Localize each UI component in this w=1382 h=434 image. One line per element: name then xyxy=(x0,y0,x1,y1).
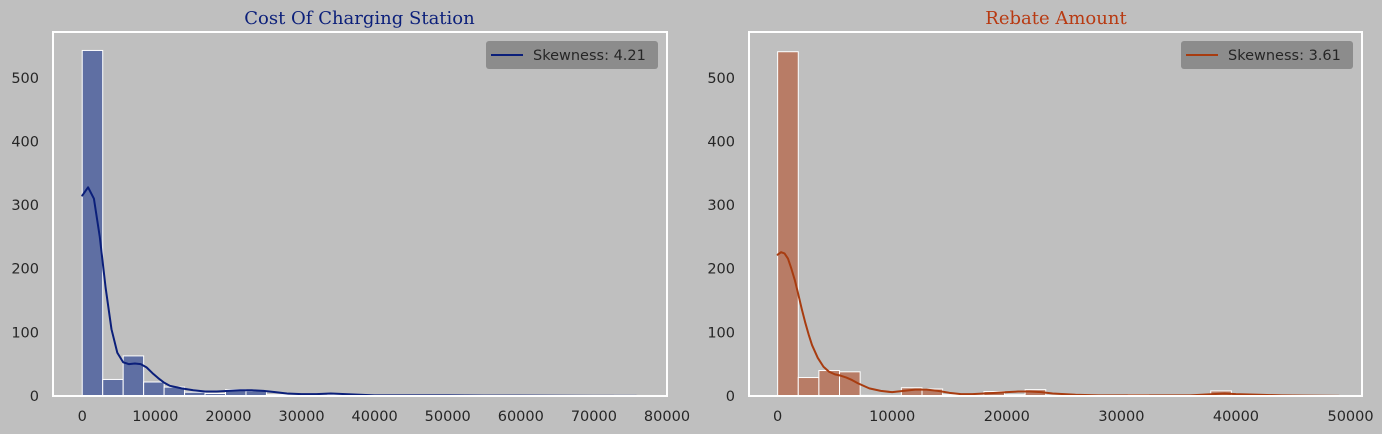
x-tick-label: 80000 xyxy=(644,409,690,425)
histogram-bars xyxy=(777,51,1232,397)
plot-area: 0 10000 20000 30000 40000 50000 0 100 200 300 400 5… xyxy=(707,31,1374,425)
axes-frame xyxy=(52,31,668,397)
x-tick-label: 50000 xyxy=(425,409,471,425)
legend: Skewness: 4.21 xyxy=(486,41,658,69)
histogram-bar xyxy=(122,355,145,397)
y-tick-labels: 0 100 200 300 400 500 xyxy=(707,71,735,405)
y-tick-label: 100 xyxy=(11,325,39,341)
x-tick-label: 20000 xyxy=(984,409,1030,425)
histogram-bar xyxy=(777,51,799,397)
y-tick-label: 400 xyxy=(11,134,39,150)
y-tick-label: 500 xyxy=(11,71,39,87)
chart-cost-of-charging-station: Cost Of Charging Station 0 10000 20000 3000… xyxy=(11,8,690,425)
x-tick-label: 10000 xyxy=(132,409,178,425)
histogram-bars xyxy=(81,49,636,397)
axes-frame xyxy=(748,31,1363,397)
y-tick-label: 0 xyxy=(726,389,735,405)
x-tick-label: 70000 xyxy=(571,409,617,425)
x-tick-label: 0 xyxy=(78,409,87,425)
y-tick-label: 100 xyxy=(707,325,735,341)
x-tick-label: 50000 xyxy=(1327,409,1373,425)
x-tick-label: 40000 xyxy=(352,409,398,425)
x-tick-label: 40000 xyxy=(1213,409,1259,425)
legend-box xyxy=(1181,41,1353,69)
x-tick-label: 10000 xyxy=(869,409,915,425)
y-tick-labels: 0 100 200 300 400 500 xyxy=(11,71,39,405)
y-tick-label: 300 xyxy=(707,198,735,214)
chart-title: Cost Of Charging Station xyxy=(244,8,475,29)
x-tick-label: 30000 xyxy=(278,409,324,425)
legend-label: Skewness: 3.61 xyxy=(1228,48,1341,64)
histogram-bar xyxy=(797,377,820,397)
y-tick-label: 400 xyxy=(707,134,735,150)
y-tick-label: 200 xyxy=(707,262,735,278)
x-tick-labels: 0 10000 20000 30000 40000 50000 xyxy=(773,409,1374,425)
x-tick-label: 20000 xyxy=(205,409,251,425)
histogram-bar xyxy=(81,49,104,397)
plot-area: 0 10000 20000 30000 40000 50000 60000 70000 8000… xyxy=(11,31,690,425)
x-tick-label: 30000 xyxy=(1098,409,1144,425)
x-tick-labels: 0 10000 20000 30000 40000 50000 60000 70000 8000… xyxy=(78,409,690,425)
kde-line xyxy=(81,186,639,397)
legend-label: Skewness: 4.21 xyxy=(533,48,646,64)
legend: Skewness: 3.61 xyxy=(1181,41,1353,69)
x-tick-label: 60000 xyxy=(498,409,544,425)
legend-box xyxy=(486,41,658,69)
histogram-bar xyxy=(102,378,124,397)
y-tick-label: 200 xyxy=(11,262,39,278)
histogram-bar xyxy=(143,381,165,397)
chart-rebate-amount: Rebate Amount 0 10000 20000 30000 40000 50000… xyxy=(707,8,1373,425)
y-tick-label: 500 xyxy=(707,71,735,87)
chart-title: Rebate Amount xyxy=(985,8,1127,29)
kde-line xyxy=(776,251,1341,397)
x-tick-label: 0 xyxy=(773,409,782,425)
y-tick-label: 0 xyxy=(30,389,39,405)
y-tick-label: 300 xyxy=(11,198,39,214)
